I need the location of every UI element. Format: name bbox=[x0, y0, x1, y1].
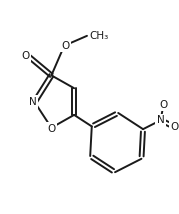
Text: N: N bbox=[157, 115, 165, 125]
Text: N: N bbox=[29, 97, 37, 107]
Text: O: O bbox=[47, 124, 55, 134]
Text: O: O bbox=[22, 51, 30, 61]
Text: CH₃: CH₃ bbox=[89, 31, 108, 41]
Text: O: O bbox=[171, 122, 179, 132]
Text: O: O bbox=[159, 100, 168, 110]
Text: O: O bbox=[61, 41, 69, 51]
